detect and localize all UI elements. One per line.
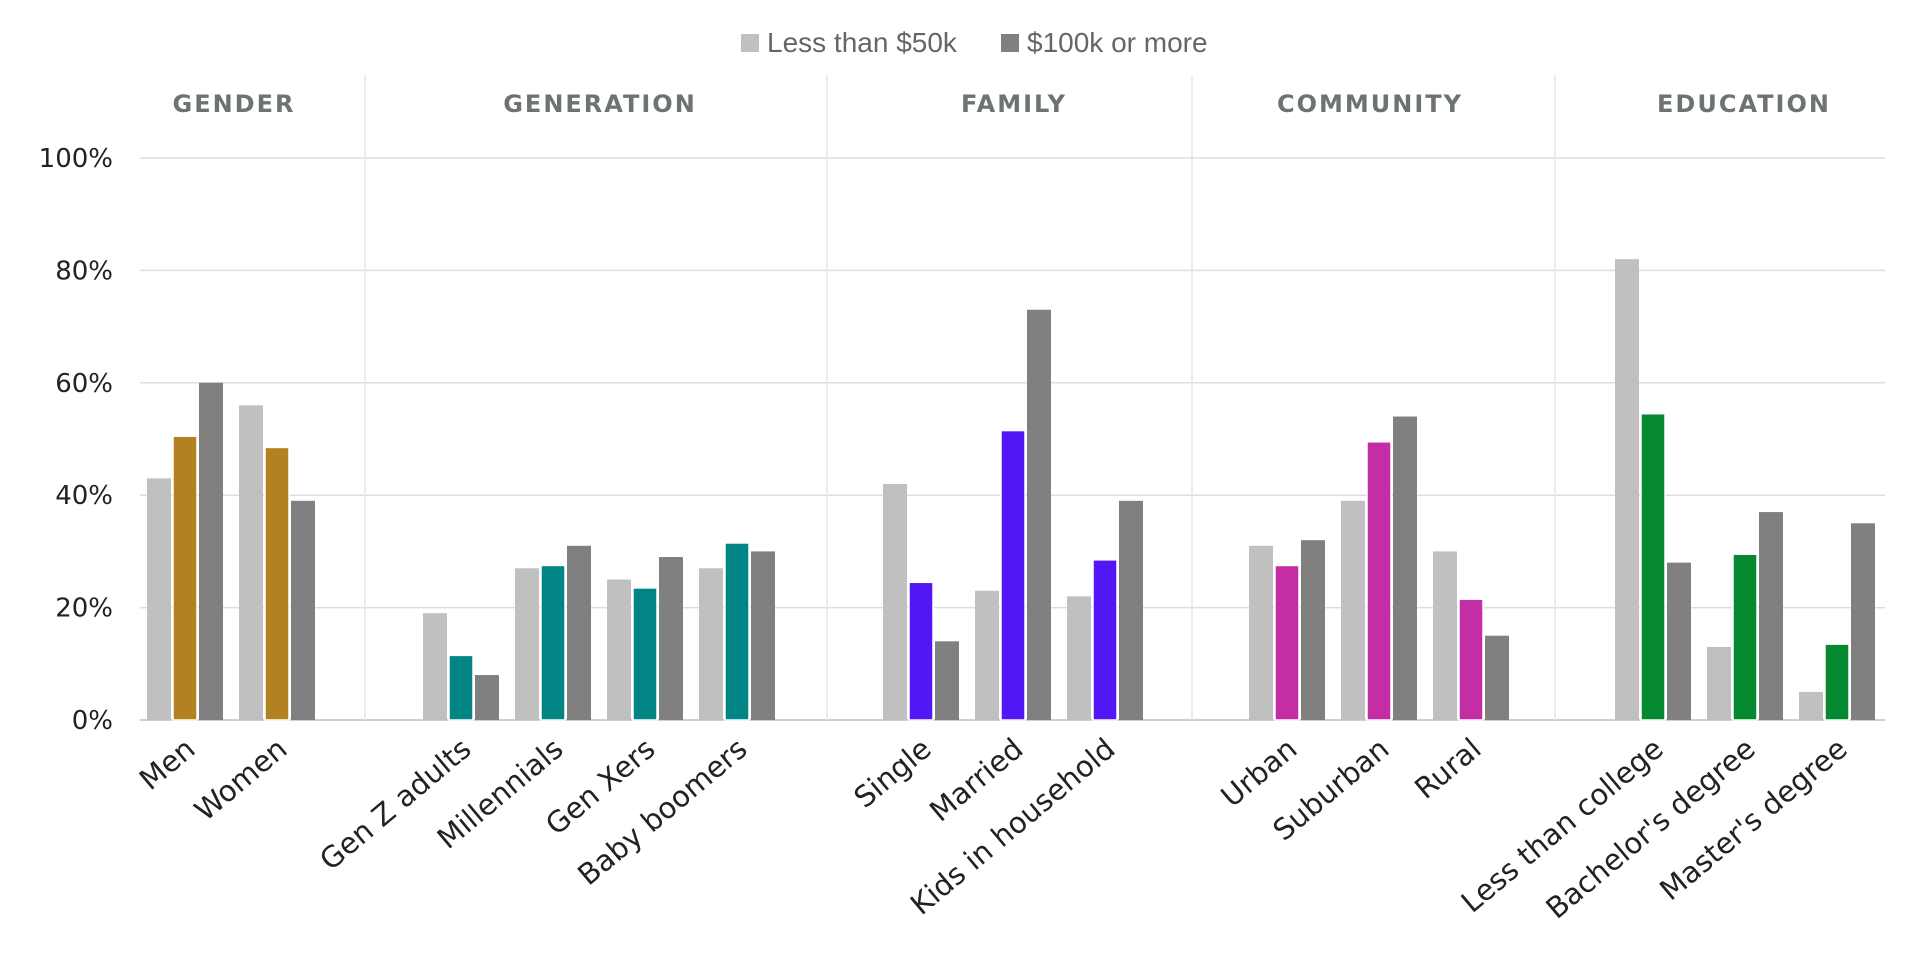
legend: Less than $50k $100k or more: [741, 27, 1208, 58]
y-axis: 0% 20% 40% 60% 80% 100%: [39, 144, 113, 736]
y-tick-label: 0%: [72, 706, 113, 736]
y-tick-label: 20%: [55, 594, 113, 624]
bar: [607, 579, 631, 720]
bar: [724, 542, 750, 721]
bar: [1274, 564, 1300, 721]
bar: [1119, 500, 1143, 720]
bar: [1366, 441, 1392, 721]
bars: [147, 259, 1875, 721]
group-title: EDUCATION: [1657, 90, 1831, 118]
y-tick-label: 80%: [55, 256, 113, 286]
bar: [1485, 635, 1509, 720]
legend-swatch: [1001, 34, 1019, 52]
bar: [1640, 412, 1666, 721]
group-title: GENDER: [173, 90, 296, 118]
bar: [423, 613, 447, 720]
y-tick-label: 100%: [39, 144, 113, 174]
bar: [1000, 429, 1026, 721]
bar: [1027, 309, 1051, 720]
bar: [699, 568, 723, 720]
bar: [935, 641, 959, 720]
group-title: FAMILY: [961, 90, 1067, 118]
bar: [1092, 559, 1118, 721]
category-label: Men: [133, 731, 202, 796]
bar: [1249, 545, 1273, 720]
bar: [1458, 598, 1484, 721]
bar: [1433, 551, 1457, 720]
bar: [264, 446, 290, 721]
bar: [1341, 500, 1365, 720]
category-label: Women: [188, 731, 294, 827]
bar: [515, 568, 539, 720]
bar: [540, 564, 566, 721]
bar: [448, 654, 474, 721]
bar: [291, 500, 315, 720]
bar: [1799, 691, 1823, 720]
legend-label: $100k or more: [1027, 27, 1208, 58]
group-dividers: [364, 75, 1556, 720]
bar: [659, 557, 683, 720]
category-label: Baby boomers: [571, 731, 753, 892]
legend-label: Less than $50k: [767, 27, 958, 58]
bar: [1851, 523, 1875, 720]
bar: [567, 545, 591, 720]
bar: [751, 551, 775, 720]
bar: [239, 405, 263, 720]
bar: [908, 581, 934, 721]
y-tick-label: 40%: [55, 481, 113, 511]
bar: [1301, 540, 1325, 720]
bar: [632, 587, 658, 721]
group-titles: GENDER GENERATION FAMILY COMMUNITY EDUCATION: [173, 90, 1831, 118]
bar: [475, 675, 499, 720]
bar: [1393, 416, 1417, 720]
bar: [147, 478, 171, 720]
bar: [1067, 596, 1091, 720]
bar: [975, 590, 999, 720]
group-title: COMMUNITY: [1277, 90, 1463, 118]
bar: [1667, 562, 1691, 720]
bar: [1732, 553, 1758, 721]
bar: [1707, 646, 1731, 720]
bar: [199, 382, 223, 720]
bar: [1615, 259, 1639, 720]
bar: [883, 483, 907, 720]
group-title: GENERATION: [503, 90, 697, 118]
bar: [172, 435, 198, 721]
y-tick-label: 60%: [55, 369, 113, 399]
legend-swatch: [741, 34, 759, 52]
bar: [1759, 512, 1783, 720]
bar: [1824, 643, 1850, 721]
category-label: Rural: [1408, 731, 1487, 805]
